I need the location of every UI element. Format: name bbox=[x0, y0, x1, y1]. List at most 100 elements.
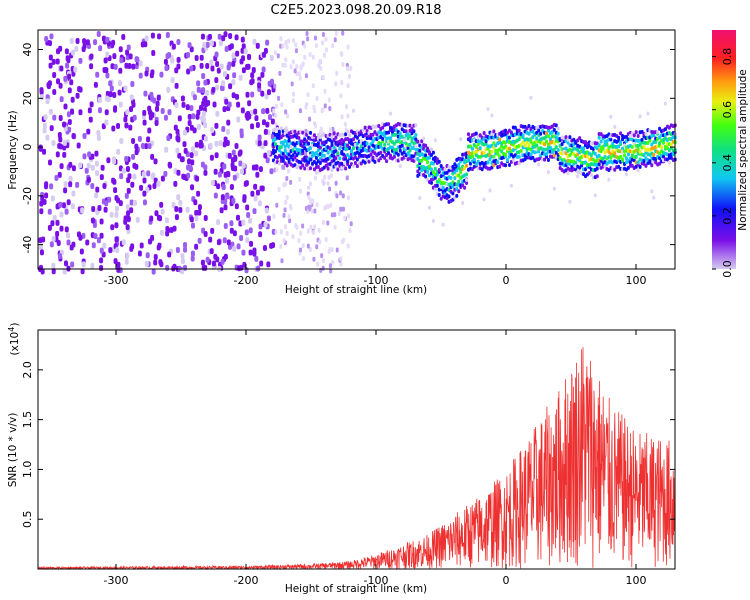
spectrogram-cell bbox=[652, 133, 656, 138]
spectrogram-cell bbox=[326, 166, 330, 171]
spectrogram-cell bbox=[38, 237, 43, 244]
colorbar-tick-label: 0.6 bbox=[721, 101, 734, 119]
spectrogram-cell bbox=[213, 192, 218, 199]
spectrogram-cell bbox=[517, 161, 521, 166]
spectrogram-cell bbox=[257, 134, 262, 141]
spectrogram-cell bbox=[420, 139, 424, 144]
spectrogram-cell bbox=[62, 151, 67, 158]
spectrogram-cell bbox=[140, 41, 145, 48]
spectrogram-cell bbox=[461, 183, 465, 188]
spectrogram-cell bbox=[42, 122, 47, 129]
spectrogram-cell bbox=[642, 145, 646, 150]
spectrogram-cell bbox=[638, 150, 642, 155]
spectrogram-cell bbox=[339, 93, 343, 99]
spectrogram-cell bbox=[205, 41, 210, 48]
spectrogram-cell bbox=[291, 234, 295, 240]
spectrogram-y-ticks: -40 -20 0 20 40 bbox=[21, 43, 675, 254]
spectrogram-cell bbox=[420, 158, 424, 163]
spectrogram-cell bbox=[363, 160, 367, 165]
spectrogram-cell bbox=[58, 201, 63, 208]
spectrogram-cell bbox=[134, 163, 139, 170]
spectrogram-cell bbox=[277, 148, 281, 153]
spectrogram-cell bbox=[363, 125, 367, 130]
spectrogram-cell bbox=[209, 59, 214, 66]
spectrogram-cell bbox=[147, 127, 152, 134]
spectrogram-cell bbox=[200, 259, 205, 266]
spectrogram-cell bbox=[339, 256, 343, 262]
spectrogram-cell bbox=[412, 129, 416, 134]
spectrogram-cell bbox=[279, 36, 283, 42]
spectrogram-cell bbox=[535, 136, 539, 141]
spectrogram-cell bbox=[274, 229, 278, 235]
spectrogram-cell bbox=[104, 95, 109, 102]
spectrogram-cell bbox=[371, 132, 375, 137]
spectrogram-cell bbox=[426, 146, 430, 151]
spectrogram-cell bbox=[149, 215, 154, 222]
spectrogram-cell bbox=[328, 161, 332, 166]
spectrogram-cell bbox=[320, 40, 324, 46]
spectrogram-cell bbox=[321, 74, 325, 80]
spectrogram-cell bbox=[348, 133, 352, 138]
spectrogram-cell bbox=[593, 193, 597, 198]
spectrogram-cell bbox=[385, 159, 389, 164]
spectrogram-cell bbox=[125, 49, 130, 56]
spectrogram-cell bbox=[144, 143, 149, 150]
spectrogram-cell bbox=[102, 67, 107, 74]
spectrogram-cell bbox=[371, 139, 375, 144]
spectrogram-cell bbox=[244, 267, 249, 274]
spectrogram-cell bbox=[225, 193, 230, 200]
spectrogram-cell bbox=[94, 150, 99, 157]
spectrogram-cell bbox=[355, 135, 359, 140]
spectrogram-cell bbox=[142, 109, 147, 116]
spectrogram-cell bbox=[435, 183, 439, 188]
spectrogram-cell bbox=[285, 194, 289, 200]
spectrogram-cell bbox=[82, 153, 87, 160]
spectrogram-cell bbox=[316, 261, 320, 267]
spectrogram-cell bbox=[211, 260, 216, 267]
spectrogram-cell bbox=[277, 95, 281, 101]
spectrogram-cell bbox=[219, 63, 224, 70]
spectrogram-cell bbox=[258, 166, 263, 173]
spectrogram-cell bbox=[272, 108, 276, 114]
spectrogram-cell bbox=[613, 124, 617, 129]
spectrogram-cell bbox=[346, 113, 350, 119]
spectrogram-cell bbox=[95, 170, 100, 177]
spectrogram-cell bbox=[408, 148, 412, 153]
spectrogram-cell bbox=[153, 259, 158, 266]
spectrogram-cell bbox=[335, 70, 339, 76]
spectrogram-cell bbox=[318, 145, 322, 150]
spectrogram-cell bbox=[236, 243, 241, 250]
colorbar: 0.0 0.2 0.4 0.6 0.8 Normalized spectral ampl… bbox=[712, 30, 749, 278]
spectrogram-cell bbox=[330, 168, 334, 173]
spectrogram-cell bbox=[280, 102, 284, 108]
spectrogram-cell bbox=[111, 177, 116, 184]
spectrogram-cell bbox=[214, 122, 219, 129]
spectrogram-cell bbox=[58, 82, 63, 89]
spectrogram-cell bbox=[429, 180, 433, 185]
spectrogram-cell bbox=[301, 243, 305, 249]
spectrogram-cell bbox=[303, 166, 307, 171]
spectrogram-cell bbox=[118, 67, 123, 74]
spectrogram-cell bbox=[274, 112, 278, 118]
spectrogram-cell bbox=[238, 74, 243, 81]
spectrogram-cell bbox=[199, 62, 204, 69]
spectrogram-cell bbox=[220, 85, 225, 92]
spectrogram-cell bbox=[307, 141, 311, 146]
spectrogram-cell bbox=[351, 163, 355, 168]
spectrogram-cell bbox=[211, 86, 216, 93]
spectrogram-cell bbox=[517, 137, 521, 142]
spectrogram-cell bbox=[44, 181, 49, 188]
spectrogram-cell bbox=[86, 176, 91, 183]
spectrogram-cell bbox=[212, 101, 217, 108]
spectrogram-cell bbox=[71, 49, 76, 56]
spectrogram-cell bbox=[335, 247, 339, 253]
spectrogram-cell bbox=[194, 209, 199, 216]
spectrogram-cell bbox=[194, 215, 199, 222]
spectrogram-cell bbox=[266, 89, 271, 96]
spectrogram-cell bbox=[470, 167, 474, 172]
spectrogram-cell bbox=[201, 87, 206, 94]
spectrogram-cell bbox=[223, 253, 228, 260]
spectrogram-cell bbox=[332, 131, 336, 136]
spectrogram-cell bbox=[113, 258, 118, 265]
